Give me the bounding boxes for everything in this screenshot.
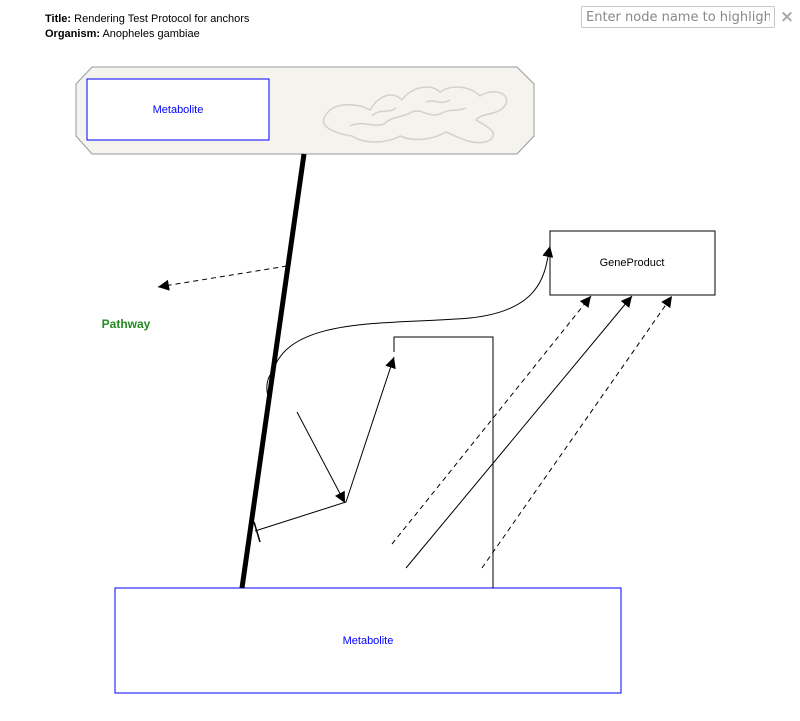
dashed-arrow-gene-product-1[interactable] [391, 295, 592, 545]
title-row: Title: Rendering Test Protocol for ancho… [45, 12, 249, 27]
metabolite-node-bottom[interactable]: Metabolite [114, 587, 622, 694]
metabolite-top-label: Metabolite [153, 104, 204, 116]
search-input[interactable] [581, 6, 775, 28]
metabolite-node-top[interactable]: Metabolite [86, 78, 270, 141]
pathway-info: Title: Rendering Test Protocol for ancho… [45, 12, 249, 42]
title-value: Rendering Test Protocol for anchors [74, 13, 250, 25]
organism-value: Anopheles gambiae [102, 28, 200, 40]
gene-product-label: GeneProduct [600, 257, 665, 269]
close-icon[interactable]: × [779, 7, 795, 27]
curved-arrow-to-gene-product[interactable] [271, 245, 554, 376]
pathway-label[interactable]: Pathway [102, 317, 151, 331]
organism-row: Organism: Anopheles gambiae [45, 27, 249, 42]
solid-arrow-gene-product[interactable] [405, 295, 633, 569]
organism-label: Organism: [45, 28, 101, 40]
anchor-arc [266, 374, 271, 399]
tbar-inhibition-mark [253, 521, 261, 543]
dashed-arrow-to-pathway[interactable] [157, 265, 288, 291]
gene-product-node[interactable]: GeneProduct [549, 230, 716, 296]
dashed-arrow-gene-product-2[interactable] [481, 295, 673, 569]
mitochondria-icon [322, 86, 508, 144]
arrow-to-junction[interactable] [296, 411, 346, 504]
elbow-arrow-up[interactable] [254, 356, 396, 532]
metabolite-bottom-label: Metabolite [343, 635, 394, 647]
title-label: Title: [45, 13, 72, 25]
elbow-connector[interactable] [393, 336, 494, 588]
